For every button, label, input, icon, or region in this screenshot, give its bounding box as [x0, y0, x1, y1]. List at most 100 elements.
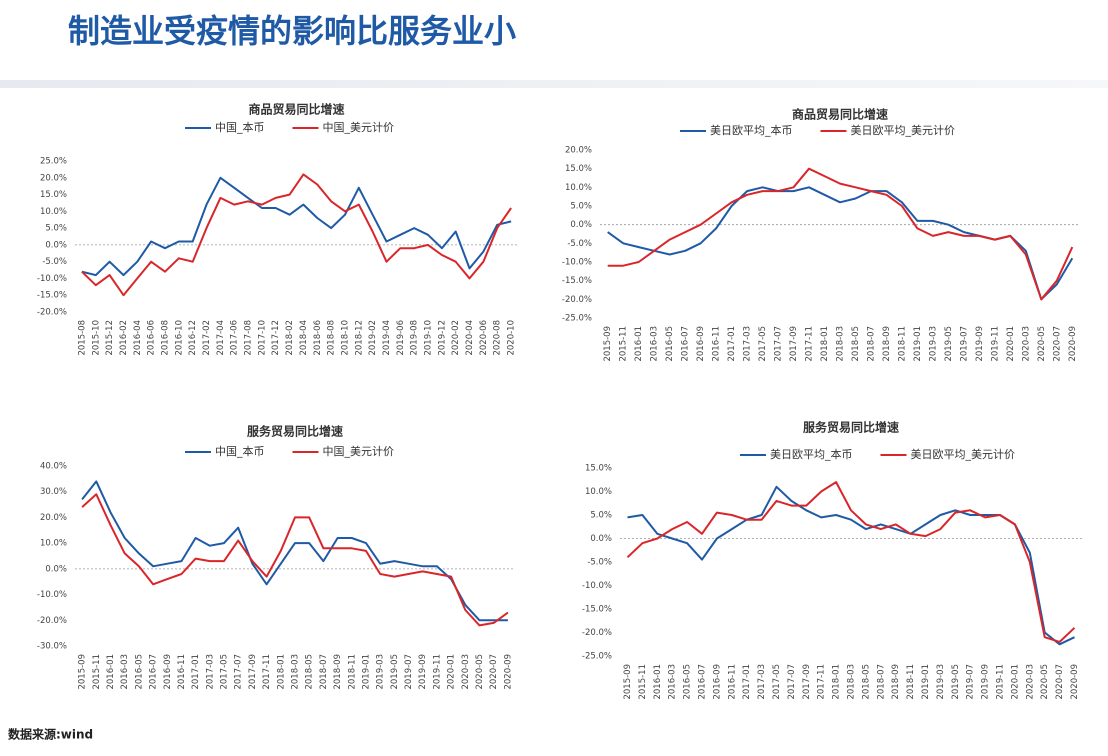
- y-tick-label: 25.0%: [40, 157, 67, 167]
- x-tick-label: 2019-05: [951, 664, 961, 700]
- x-tick-label: 2016-11: [177, 654, 187, 690]
- series-line: [626, 481, 1076, 643]
- x-tick-label: 2016-07: [149, 654, 159, 690]
- y-tick-label: 10.0%: [40, 539, 67, 549]
- chart-title: 服务贸易同比增速: [247, 424, 343, 439]
- x-tick-label: 2016-07: [697, 664, 707, 700]
- y-tick-label: 5.0%: [570, 202, 592, 212]
- x-tick-label: 2017-05: [772, 664, 782, 700]
- x-tick-label: 2016-04: [133, 320, 143, 356]
- x-tick-label: 2019-04: [382, 320, 392, 356]
- x-tick-label: 2015-11: [92, 654, 102, 690]
- x-tick-label: 2019-02: [368, 320, 378, 356]
- x-tick-label: 2018-03: [847, 664, 857, 700]
- x-tick-label: 2018-09: [891, 664, 901, 700]
- x-tick-label: 2017-05: [220, 654, 230, 690]
- y-tick-label: -20.0%: [37, 308, 67, 318]
- y-tick-label: 10.0%: [585, 487, 612, 497]
- x-tick-label: 2020-05: [475, 654, 485, 690]
- x-tick-label: 2016-05: [683, 664, 693, 700]
- x-tick-label: 2016-05: [665, 326, 675, 362]
- x-tick-label: 2019-09: [975, 326, 985, 362]
- x-tick-label: 2020-05: [1040, 664, 1050, 700]
- legend-label: 中国_本币: [215, 120, 265, 134]
- legend-label: 美日欧平均_美元计价: [851, 124, 956, 137]
- x-tick-label: 2018-09: [333, 654, 343, 690]
- legend-label: 中国_美元计价: [323, 445, 395, 458]
- x-tick-label: 2016-01: [634, 326, 644, 362]
- x-tick-label: 2016-02: [119, 320, 129, 356]
- source: 数据来源:wind: [8, 727, 93, 742]
- x-tick-label: 2018-06: [313, 320, 323, 356]
- x-tick-label: 2020-06: [479, 320, 489, 356]
- series-line: [81, 173, 512, 297]
- x-tick-label: 2017-07: [774, 326, 784, 362]
- x-tick-label: 2016-10: [174, 320, 184, 356]
- y-tick-label: 40.0%: [40, 462, 67, 472]
- y-tick-label: 0.0%: [45, 240, 67, 250]
- x-tick-label: 2018-09: [882, 326, 892, 362]
- x-tick-label: 2019-09: [981, 664, 991, 700]
- y-tick-label: -25.0%: [582, 652, 612, 662]
- y-tick-label: -5.0%: [567, 239, 592, 249]
- page-title: 制造业受疫情的影响比服务业小: [68, 12, 516, 50]
- x-tick-label: 2017-08: [244, 320, 254, 356]
- x-tick-label: 2016-06: [147, 320, 157, 356]
- x-tick-label: 2019-01: [913, 326, 923, 362]
- x-tick-label: 2017-01: [727, 326, 737, 362]
- y-tick-label: 20.0%: [565, 146, 592, 156]
- x-tick-label: 2017-02: [202, 320, 212, 356]
- x-tick-label: 2019-11: [432, 654, 442, 690]
- x-tick-label: 2020-03: [461, 654, 471, 690]
- x-tick-label: 2018-01: [276, 654, 286, 690]
- x-tick-label: 2019-03: [936, 664, 946, 700]
- x-tick-label: 2017-09: [248, 654, 258, 690]
- chart-title: 商品贸易同比增速: [248, 102, 344, 117]
- x-tick-label: 2018-11: [906, 664, 916, 700]
- separator: [0, 80, 1108, 88]
- x-tick-label: 2018-11: [347, 654, 357, 690]
- x-tick-label: 2015-11: [619, 326, 629, 362]
- x-tick-label: 2019-03: [928, 326, 938, 362]
- x-tick-label: 2017-09: [802, 664, 812, 700]
- x-tick-label: 2016-03: [668, 664, 678, 700]
- x-tick-label: 2016-09: [712, 664, 722, 700]
- x-tick-label: 2017-11: [262, 654, 272, 690]
- y-tick-label: 10.0%: [40, 207, 67, 217]
- x-tick-label: 2019-11: [990, 326, 1000, 362]
- x-tick-label: 2018-04: [299, 320, 309, 356]
- x-tick-label: 2016-07: [681, 326, 691, 362]
- y-tick-label: 15.0%: [40, 190, 67, 200]
- x-tick-label: 2016-03: [650, 326, 660, 362]
- y-tick-label: 20.0%: [40, 513, 67, 523]
- x-tick-label: 2018-03: [291, 654, 301, 690]
- x-tick-label: 2015-09: [78, 654, 88, 690]
- x-tick-label: 2018-12: [354, 320, 364, 356]
- x-tick-label: 2020-04: [465, 320, 475, 356]
- x-tick-label: 2018-05: [305, 654, 315, 690]
- x-tick-label: 2017-03: [757, 664, 767, 700]
- y-tick-label: 5.0%: [45, 224, 67, 234]
- x-tick-label: 2020-08: [493, 320, 503, 356]
- x-tick-label: 2019-01: [921, 664, 931, 700]
- series-line: [607, 167, 1074, 301]
- chart-title: 服务贸易同比增速: [803, 420, 899, 435]
- x-tick-label: 2018-11: [897, 326, 907, 362]
- x-tick-label: 2020-07: [1055, 664, 1065, 700]
- x-tick-label: 2017-12: [271, 320, 281, 356]
- x-tick-label: 2015-09: [603, 326, 613, 362]
- x-tick-label: 2015-11: [638, 664, 648, 700]
- x-tick-label: 2019-07: [404, 654, 414, 690]
- y-tick-label: -20.0%: [37, 616, 67, 626]
- x-tick-label: 2020-05: [1037, 326, 1047, 362]
- x-tick-label: 2016-09: [163, 654, 173, 690]
- x-tick-label: 2018-03: [836, 326, 846, 362]
- legend-label: 中国_本币: [215, 444, 265, 458]
- y-tick-label: 5.0%: [590, 511, 612, 521]
- x-tick-label: 2015-10: [91, 320, 101, 356]
- x-tick-label: 2019-07: [966, 664, 976, 700]
- x-tick-label: 2016-08: [160, 320, 170, 356]
- x-tick-label: 2018-05: [851, 326, 861, 362]
